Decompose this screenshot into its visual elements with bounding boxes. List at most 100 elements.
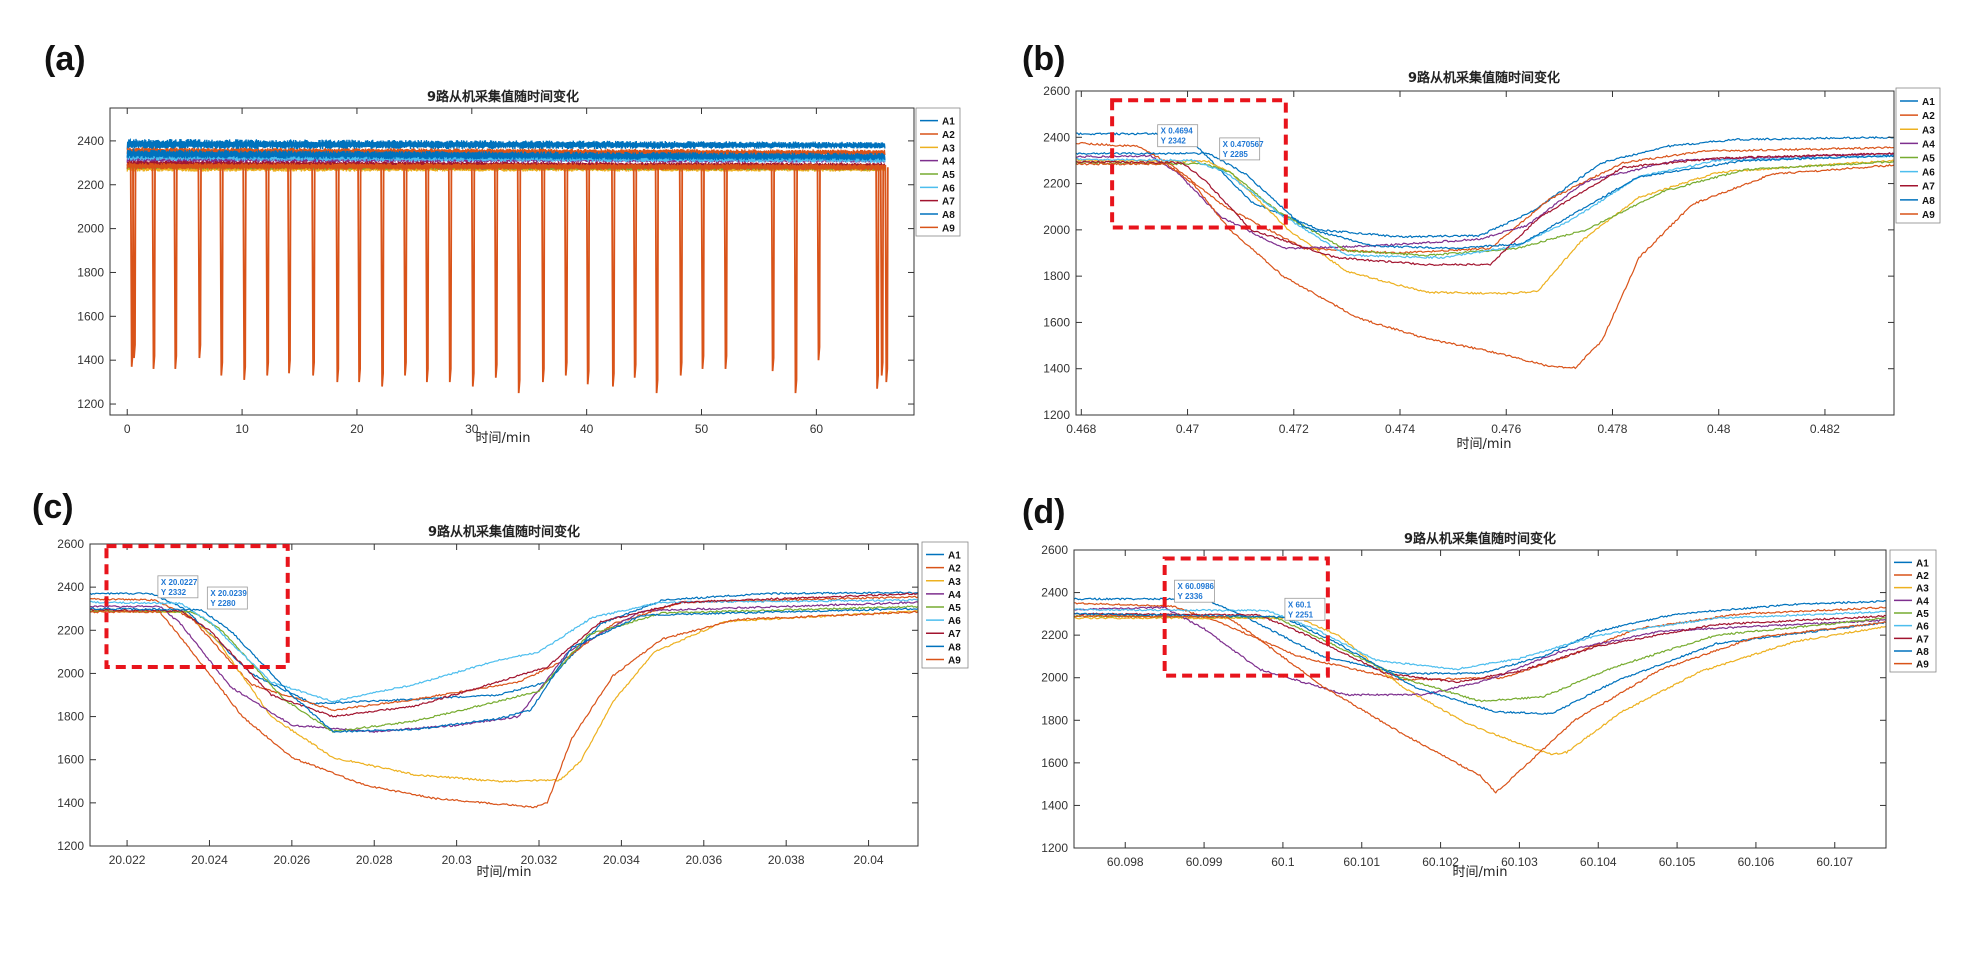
dip-line — [793, 164, 798, 394]
plot-data — [1074, 597, 1886, 794]
series-line-A6 — [90, 598, 918, 703]
dip-line — [723, 164, 728, 369]
y-tick-label: 2600 — [57, 537, 84, 551]
x-tick-label: 10 — [235, 422, 249, 436]
y-tick-label: 1600 — [1043, 315, 1070, 329]
x-tick-label: 60 — [810, 422, 824, 436]
legend-entry-A6: A6 — [942, 183, 955, 194]
legend-entry-A4: A4 — [942, 157, 955, 168]
dip-line — [219, 164, 224, 376]
y-tick-label: 2200 — [57, 623, 84, 637]
legend-entry-A2: A2 — [948, 564, 961, 575]
y-tick-label: 2600 — [1041, 543, 1068, 557]
y-tick-label: 1600 — [57, 753, 84, 767]
legend-entry-A9: A9 — [942, 223, 955, 234]
datatip-x: X 60.1 — [1288, 600, 1312, 609]
series-line-A7 — [1074, 612, 1886, 684]
legend-entry-A8: A8 — [1916, 647, 1929, 658]
x-tick-label: 0.47 — [1176, 422, 1200, 436]
series-line-A5 — [1074, 614, 1886, 703]
series-line-A8 — [1076, 151, 1894, 250]
panel-label: (c) — [32, 488, 74, 526]
legend-frame — [1889, 549, 1937, 673]
axes-frame — [89, 543, 919, 847]
datatip-y: Y 2251 — [1288, 610, 1314, 619]
x-tick-label: 20.04 — [854, 853, 884, 867]
x-tick-label: 0.482 — [1810, 422, 1840, 436]
dip-line — [700, 164, 705, 369]
legend-entry-A6: A6 — [1916, 622, 1929, 633]
dip-line — [516, 164, 522, 394]
y-tick-label: 1600 — [1041, 756, 1068, 770]
x-tick-label: 30 — [465, 422, 479, 436]
legend-entry-A2: A2 — [942, 130, 955, 141]
dip-line — [470, 164, 476, 387]
highlight-box — [1162, 556, 1330, 678]
legend-entry-A7: A7 — [942, 197, 955, 208]
x-tick-label: 20.024 — [191, 853, 228, 867]
dip-line — [654, 164, 659, 394]
datatip-y: Y 2342 — [1161, 137, 1187, 146]
y-tick-label: 1800 — [1043, 269, 1070, 283]
legend-entry-A4: A4 — [1922, 139, 1935, 150]
series-line-A4 — [1076, 151, 1894, 250]
x-tick-label: 60.102 — [1422, 855, 1459, 869]
datatip-x: X 20.0227 — [161, 578, 198, 587]
legend-entry-A1: A1 — [1916, 558, 1929, 569]
x-tick-label: 60.099 — [1186, 855, 1223, 869]
dip-line — [335, 164, 340, 383]
legend-entry-A5: A5 — [1916, 609, 1929, 620]
legend: A1 A2 A3 A4 A5 A6 A7 A8 A9 — [915, 107, 961, 237]
datatip-y: Y 2336 — [1178, 592, 1204, 601]
legend-entry-A4: A4 — [1916, 596, 1929, 607]
datatip-x: X 0.470567 — [1223, 140, 1264, 149]
legend-entry-A6: A6 — [1922, 168, 1935, 179]
series-line-A9 — [90, 610, 918, 809]
legend-entry-A3: A3 — [948, 577, 961, 588]
datatip-y: Y 2285 — [1223, 150, 1249, 159]
series-line-A4 — [1074, 605, 1886, 697]
x-tick-label: 60.106 — [1738, 855, 1775, 869]
dip-line — [563, 164, 569, 376]
x-tick-label: 0.476 — [1491, 422, 1521, 436]
y-tick-label: 2000 — [77, 222, 104, 236]
dip-line — [884, 164, 889, 383]
datatip-box — [1174, 579, 1215, 603]
dip-line — [770, 164, 775, 372]
x-tick-label: 60.101 — [1343, 855, 1380, 869]
legend-entry-A8: A8 — [942, 210, 955, 221]
series-line-A6 — [1074, 608, 1886, 671]
y-tick-label: 1400 — [57, 796, 84, 810]
y-tick-label: 1800 — [57, 710, 84, 724]
axes-frame — [1075, 90, 1895, 416]
legend-entry-A1: A1 — [948, 551, 961, 562]
datatip[interactable]: X 60.1Y 2251 — [1284, 597, 1326, 621]
legend-entry-A9: A9 — [948, 655, 961, 666]
dip-line — [265, 164, 270, 376]
legend-entry-A7: A7 — [1916, 634, 1929, 645]
dip-line — [425, 164, 430, 383]
dip-line — [447, 164, 453, 383]
x-tick-label: 60.107 — [1816, 855, 1853, 869]
y-tick-label: 2200 — [77, 178, 104, 192]
series-line-A1 — [90, 591, 918, 705]
x-tick-label: 20.038 — [768, 853, 805, 867]
x-tick-label: 20.022 — [109, 853, 146, 867]
dip-line — [357, 164, 362, 383]
y-tick-label: 2000 — [1041, 671, 1068, 685]
dip-line — [875, 164, 880, 389]
series-line-A7 — [1076, 152, 1894, 267]
series-line-A3 — [1076, 159, 1894, 295]
dip-line — [311, 164, 316, 376]
x-axis-label: 时间/min — [477, 865, 532, 880]
series-line-A2 — [90, 595, 918, 712]
